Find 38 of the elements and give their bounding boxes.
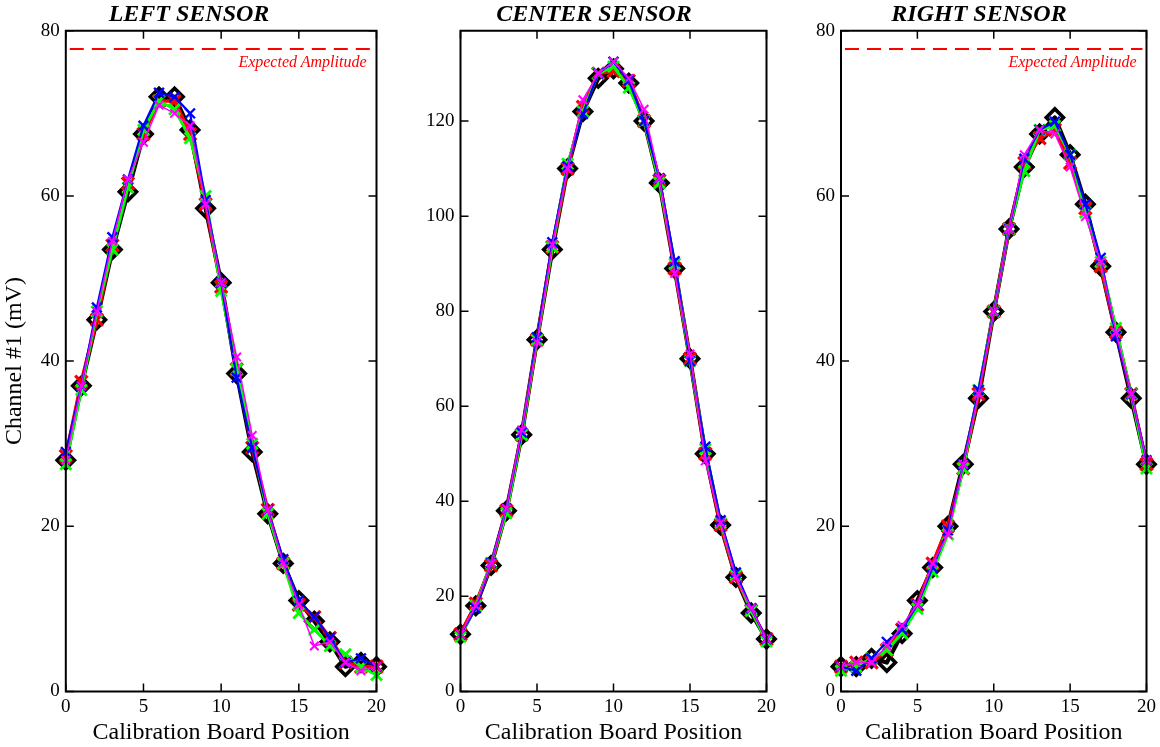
y-tick-label: 80	[40, 18, 60, 40]
y-tick-label: 0	[445, 679, 455, 701]
ref-line-label: Expected Amplitude	[1007, 53, 1137, 72]
y-tick-label: 20	[40, 514, 60, 536]
y-tick-label: 60	[40, 183, 60, 205]
x-axis-title: Calibration Board Position	[865, 717, 1123, 744]
chart-title: LEFT SENSOR	[107, 0, 270, 26]
x-tick-label: 10	[984, 694, 1004, 716]
y-tick-label: 40	[40, 349, 60, 371]
y-tick-label: 60	[816, 183, 835, 205]
x-tick-label: 5	[138, 694, 149, 716]
x-axis-title: Calibration Board Position	[484, 717, 743, 744]
x-tick-label: 5	[532, 694, 542, 716]
y-tick-label: 0	[825, 679, 835, 701]
y-tick-label: 80	[435, 299, 455, 321]
x-tick-label: 5	[912, 694, 923, 716]
y-tick-label: 60	[435, 394, 455, 416]
x-tick-label: 20	[367, 694, 386, 716]
chart-title: CENTER SENSOR	[496, 0, 692, 26]
x-tick-label: 15	[289, 694, 309, 716]
y-tick-label: 100	[426, 204, 455, 226]
y-tick-label: 20	[816, 514, 835, 536]
x-tick-label: 10	[604, 694, 623, 716]
y-tick-label: 20	[435, 584, 455, 606]
x-tick-label: 20	[1137, 694, 1156, 716]
ref-line-label: Expected Amplitude	[237, 53, 367, 72]
x-tick-label: 15	[1060, 694, 1080, 716]
x-tick-label: 20	[757, 694, 776, 716]
y-tick-label: 120	[426, 109, 455, 131]
y-tick-label: 40	[816, 349, 835, 371]
x-tick-label: 10	[211, 694, 231, 716]
y-tick-label: 80	[816, 18, 835, 40]
x-tick-label: 15	[680, 694, 700, 716]
y-tick-label: 40	[435, 489, 455, 511]
x-axis-title: Calibration Board Position	[92, 717, 350, 744]
y-axis-title: Channel #1 (mV)	[0, 277, 26, 446]
chart-title: RIGHT SENSOR	[890, 0, 1067, 26]
y-tick-label: 0	[50, 679, 60, 701]
